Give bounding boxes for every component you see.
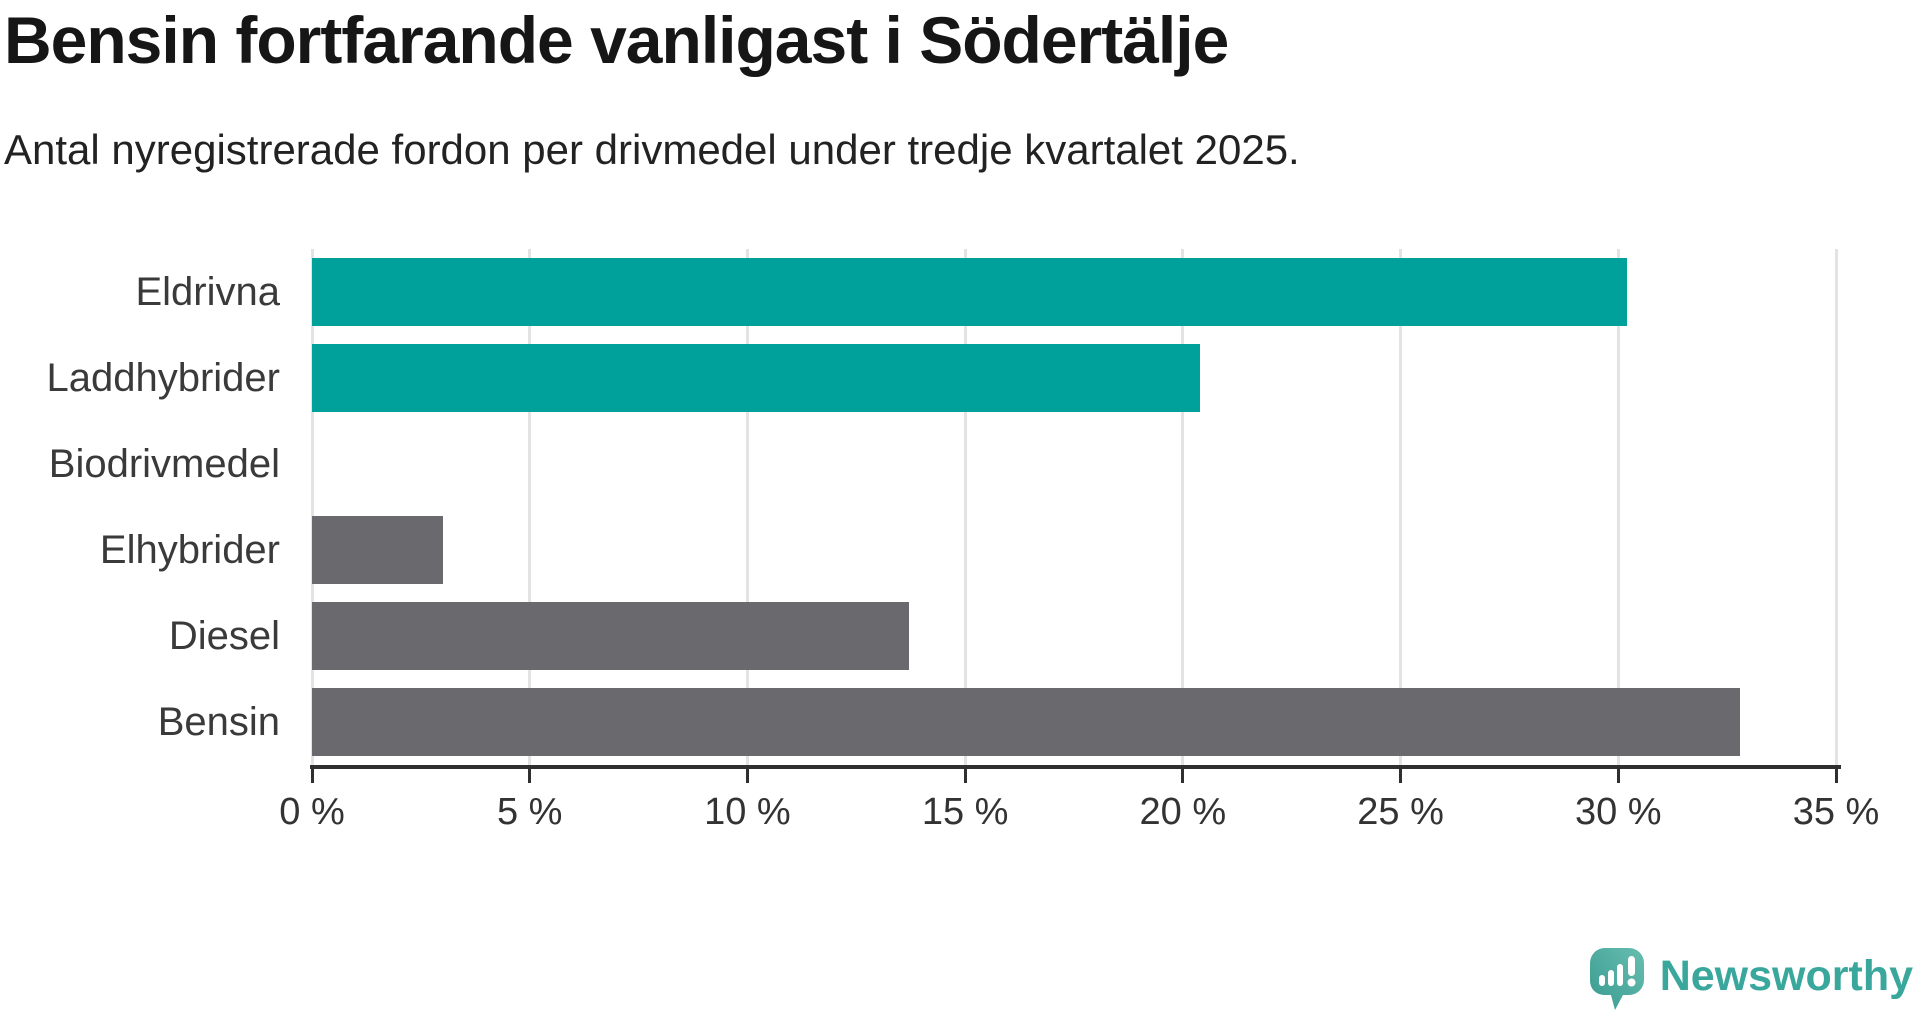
gridline-15 bbox=[963, 249, 967, 765]
gridline-25 bbox=[1399, 249, 1403, 765]
category-label: Bensin bbox=[157, 700, 280, 744]
bar bbox=[312, 344, 1201, 412]
gridline-20 bbox=[1181, 249, 1185, 765]
x-axis-tick-label: 35 % bbox=[1792, 791, 1880, 833]
x-axis-tick bbox=[1181, 769, 1185, 783]
category-label: Diesel bbox=[168, 614, 280, 658]
x-axis-tick-label: 25 % bbox=[1357, 791, 1444, 833]
chart-title: Bensin fortfarande vanligast i Södertälj… bbox=[4, 3, 1229, 77]
x-axis-tick bbox=[745, 769, 749, 783]
x-axis-tick-label: 20 % bbox=[1139, 791, 1227, 833]
x-axis-tick bbox=[310, 769, 314, 783]
brand-name: Newsworthy bbox=[1659, 952, 1913, 1000]
x-axis-tick bbox=[1399, 769, 1403, 783]
x-axis-tick-label: 5 % bbox=[496, 791, 563, 833]
chart-subtitle: Antal nyregistrerade fordon per drivmede… bbox=[4, 126, 1300, 173]
x-axis-tick bbox=[1616, 769, 1620, 783]
bar bbox=[312, 602, 909, 670]
category-label: Biodrivmedel bbox=[48, 442, 280, 486]
bar bbox=[312, 516, 443, 584]
x-axis-tick-label: 15 % bbox=[921, 791, 1009, 833]
x-axis-tick-label: 10 % bbox=[704, 791, 791, 833]
category-label: Elhybrider bbox=[99, 528, 280, 572]
gridline-30 bbox=[1616, 249, 1620, 765]
gridline-35 bbox=[1834, 249, 1838, 765]
x-axis-tick bbox=[963, 769, 967, 783]
x-axis-tick bbox=[528, 769, 532, 783]
newsworthy-logo: Newsworthy bbox=[1589, 948, 1913, 1010]
x-axis-tick-label: 0 % bbox=[279, 791, 345, 833]
x-axis-tick bbox=[1834, 769, 1838, 783]
category-label: Laddhybrider bbox=[46, 356, 281, 400]
bar bbox=[312, 688, 1741, 756]
gridline-5 bbox=[528, 249, 532, 765]
x-axis-tick-label: 30 % bbox=[1574, 791, 1662, 833]
bar bbox=[312, 258, 1627, 326]
gridline-0 bbox=[310, 249, 314, 765]
newsworthy-speech-bubble-bar-chart-icon bbox=[1589, 948, 1644, 1010]
x-axis-line bbox=[310, 765, 1841, 769]
category-label: Eldrivna bbox=[135, 270, 280, 314]
gridline-10 bbox=[745, 249, 749, 765]
